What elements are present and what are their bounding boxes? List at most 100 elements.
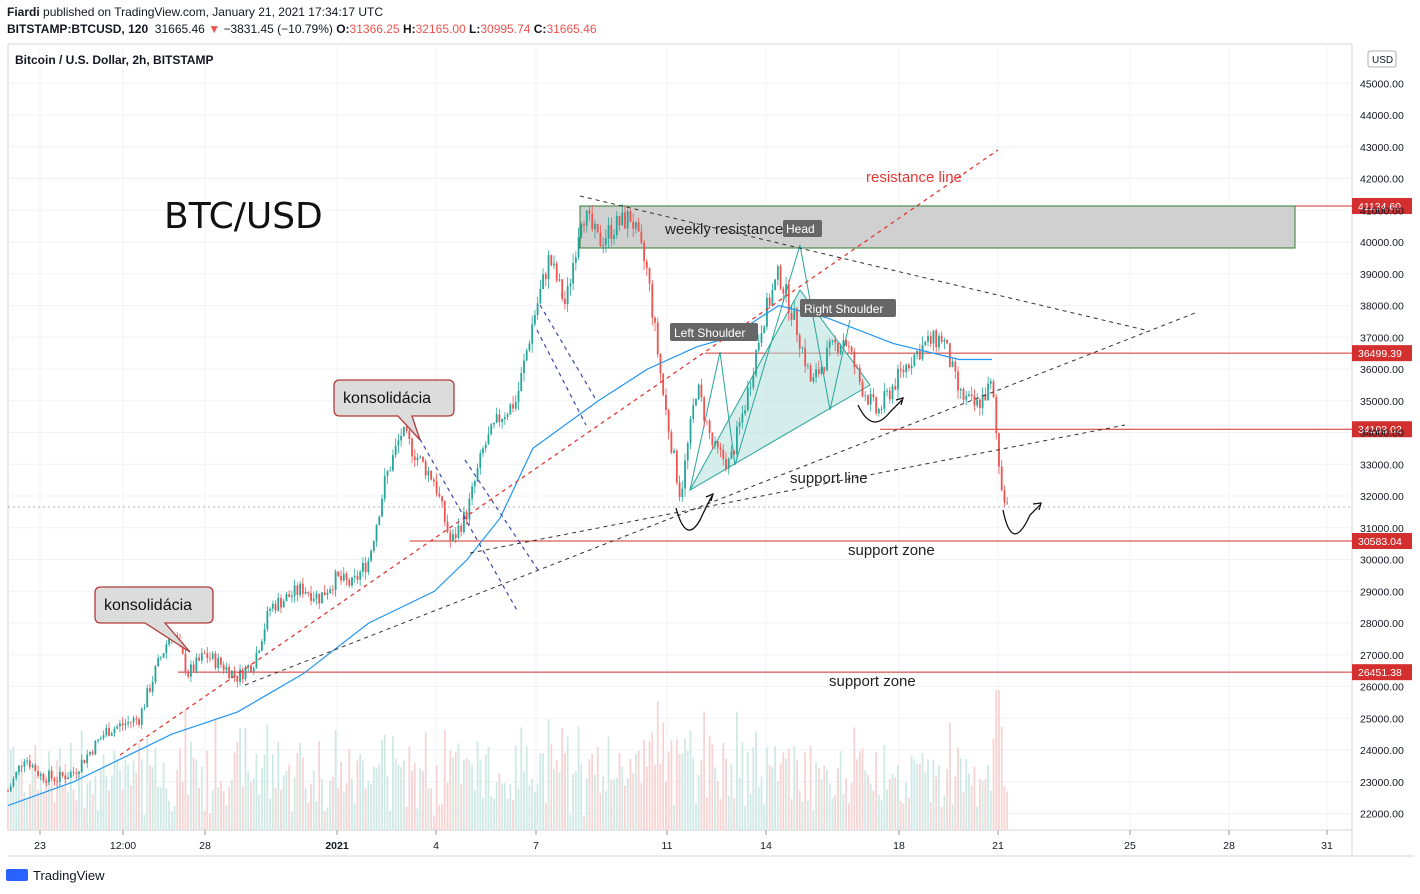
volume-bar <box>222 791 225 830</box>
support-zone-upper-label: support zone <box>848 542 935 559</box>
volume-bar <box>15 783 18 830</box>
volume-bar <box>558 772 561 830</box>
candle-body <box>847 345 850 347</box>
resistance-trendline[interactable] <box>119 149 999 756</box>
volume-bar <box>315 800 318 830</box>
candle-body <box>869 393 872 405</box>
volume-bar <box>247 771 250 830</box>
volume-bar <box>345 783 348 830</box>
descending-trendline[interactable] <box>579 195 1146 331</box>
high-value: 32165.00 <box>415 22 466 36</box>
volume-bar <box>192 757 195 830</box>
candle-body <box>9 786 12 792</box>
volume-bar <box>18 770 20 830</box>
candle-body <box>842 340 845 346</box>
volume-bar <box>681 753 684 830</box>
consolidation-callout-2[interactable] <box>94 586 214 653</box>
candle-body <box>525 350 528 361</box>
candle-body <box>255 652 258 669</box>
volume-bar <box>69 742 72 830</box>
support-zone-lower-label: support zone <box>829 673 916 690</box>
volume-bar <box>894 777 897 830</box>
weekly-resistance-zone[interactable] <box>579 205 1296 249</box>
candle-body <box>28 760 31 768</box>
candle-body <box>987 383 989 401</box>
candle-body <box>978 399 981 409</box>
volume-bar <box>449 750 452 830</box>
candle-body <box>790 313 793 320</box>
volume-bar <box>353 803 356 830</box>
candle-body <box>902 369 905 373</box>
candle-body <box>364 562 367 573</box>
volume-bar <box>12 746 15 830</box>
consolidation-callout-1[interactable] <box>333 379 455 441</box>
consolidation-label-2: konsolidácia <box>104 597 192 614</box>
candle-body <box>804 347 807 367</box>
candle-body <box>340 576 342 581</box>
volume-bar <box>670 740 673 830</box>
candle-body <box>113 728 116 734</box>
candle-body <box>834 339 837 343</box>
volume-bar <box>56 760 59 830</box>
x-tick-label: 14 <box>760 840 772 852</box>
symbol-info: BITSTAMP:BTCUSD, 120 31665.46 ▼ −3831.45… <box>7 22 597 36</box>
volume-bar <box>902 803 905 830</box>
support-trendline[interactable] <box>244 312 1196 686</box>
candle-body <box>58 771 61 782</box>
volume-bar <box>402 760 405 830</box>
candle-body <box>476 467 479 482</box>
channel-line-4[interactable] <box>536 329 587 426</box>
candle-body <box>700 384 703 398</box>
author[interactable]: Fiardi <box>7 5 40 19</box>
candle-body <box>127 721 130 724</box>
candle-body <box>938 335 940 348</box>
candle-body <box>498 414 501 422</box>
volume-bar <box>921 752 924 830</box>
candle-body <box>594 224 596 230</box>
candle-body <box>828 341 831 348</box>
volume-bar <box>476 741 479 830</box>
channel-line-3[interactable] <box>539 304 596 399</box>
candle-body <box>716 441 719 448</box>
channel-line-2[interactable] <box>464 459 539 571</box>
resistance-line-label: resistance line <box>866 169 962 186</box>
candle-body <box>129 721 132 723</box>
level-price-tag <box>1352 421 1412 438</box>
volume-bar <box>973 766 976 830</box>
candle-body <box>454 534 457 539</box>
candle-body <box>493 422 495 425</box>
volume-bar <box>266 724 269 830</box>
candle-body <box>738 422 741 427</box>
channel-line-1[interactable] <box>411 424 519 613</box>
candle-body <box>733 451 736 454</box>
volume-bar <box>804 752 807 830</box>
candle-body <box>83 759 86 764</box>
y-tick-label: 27000.00 <box>1360 650 1404 662</box>
volume-bar <box>861 748 864 830</box>
candle-body <box>695 399 697 406</box>
candle-body <box>345 573 348 580</box>
volume-bar <box>826 769 828 830</box>
candle-body <box>867 395 869 405</box>
currency-label[interactable]: USD <box>1372 55 1393 66</box>
volume-bar <box>135 773 138 830</box>
volume-bar <box>214 718 217 830</box>
y-tick-label: 36000.00 <box>1360 364 1404 376</box>
candle-body <box>856 367 858 368</box>
down-arrow-icon: ▼ <box>208 22 221 36</box>
volume-bar <box>637 750 640 830</box>
volume-bar <box>181 781 184 830</box>
volume-bar <box>432 815 435 830</box>
volume-bar <box>842 793 845 830</box>
tradingview-logo[interactable]: TradingView <box>6 868 105 883</box>
volume-bar <box>372 766 375 830</box>
volume-bar <box>184 710 187 830</box>
candle-body <box>839 345 842 353</box>
symbol[interactable]: BITSTAMP:BTCUSD, 120 <box>7 22 149 36</box>
volume-bar <box>392 736 394 830</box>
volume-bar <box>427 788 430 830</box>
volume-bar <box>501 783 504 830</box>
candle-body <box>817 369 820 374</box>
plot-area[interactable] <box>7 43 1353 831</box>
